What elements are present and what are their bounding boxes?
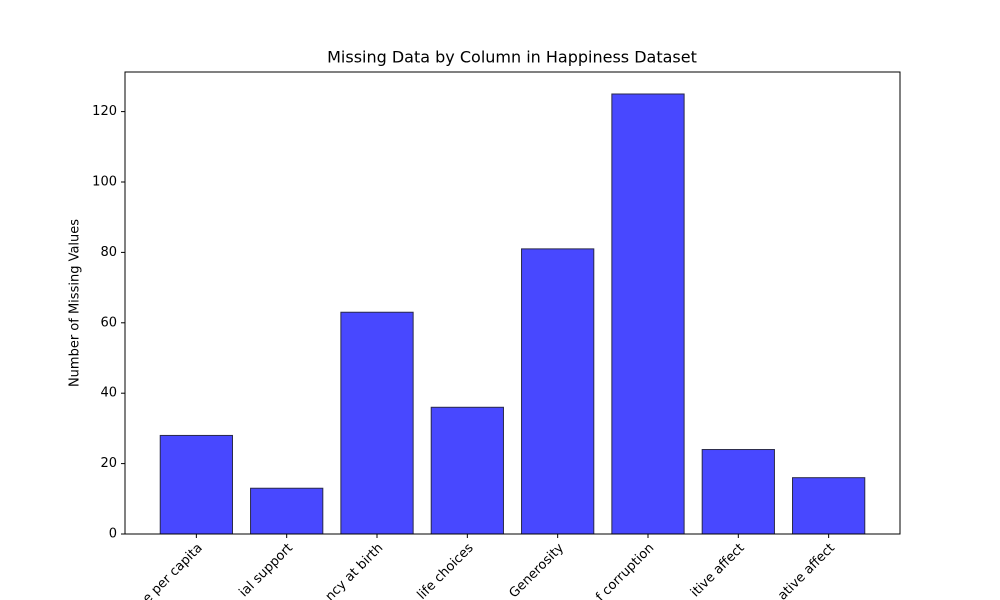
x-tick-label: f corruption bbox=[593, 541, 657, 600]
x-tick-label: e per capita bbox=[140, 541, 206, 600]
x-tick-label: ial support bbox=[236, 541, 296, 600]
bar bbox=[792, 477, 866, 535]
bar bbox=[430, 406, 504, 535]
plot-frame bbox=[124, 71, 901, 535]
x-tick-label: Generosity bbox=[507, 540, 568, 600]
y-tick-label: 80 bbox=[100, 245, 117, 260]
x-tick-label: life choices bbox=[415, 541, 477, 600]
y-tick-label: 0 bbox=[109, 527, 117, 542]
bar bbox=[611, 93, 685, 535]
y-tick-label: 120 bbox=[92, 104, 117, 119]
bar bbox=[159, 434, 233, 535]
y-tick-label: 100 bbox=[92, 175, 117, 190]
x-tick-label: ative affect bbox=[775, 541, 838, 600]
y-tick-label: 20 bbox=[100, 456, 117, 471]
x-tick-label: ncy at birth bbox=[323, 541, 387, 600]
y-tick-label: 40 bbox=[100, 386, 117, 401]
chart-title: Missing Data by Column in Happiness Data… bbox=[327, 48, 697, 67]
x-tick-label: itive affect bbox=[688, 541, 748, 600]
bar bbox=[340, 311, 414, 535]
bar bbox=[521, 248, 595, 535]
y-tick-label: 60 bbox=[100, 315, 117, 330]
bar bbox=[701, 449, 775, 535]
bar bbox=[250, 487, 324, 535]
y-axis-label: Number of Missing Values bbox=[68, 219, 83, 387]
